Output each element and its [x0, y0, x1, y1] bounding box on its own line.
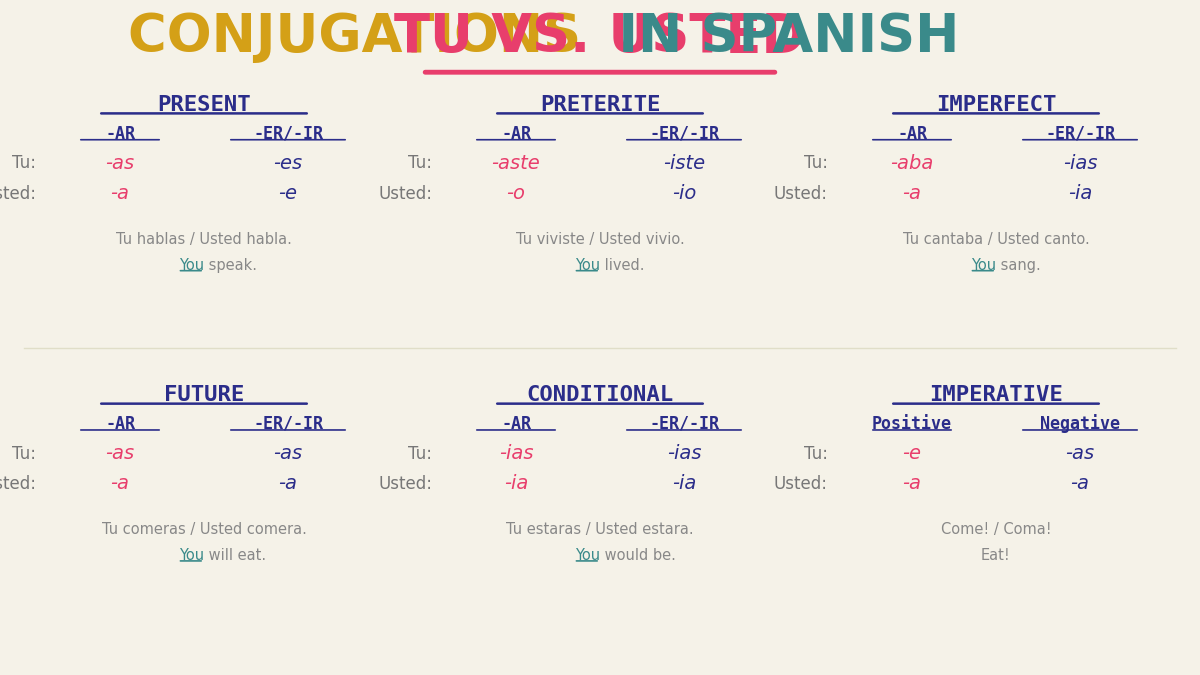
Text: will eat.: will eat. — [204, 548, 266, 563]
Text: Usted:: Usted: — [774, 185, 828, 202]
Text: -as: -as — [1066, 444, 1094, 463]
Text: -ias: -ias — [667, 444, 701, 463]
Text: -ias: -ias — [1063, 154, 1097, 173]
Text: -AR: -AR — [502, 125, 530, 142]
Text: -a: -a — [110, 184, 130, 203]
Text: Usted:: Usted: — [0, 475, 36, 493]
Text: -ER/-IR: -ER/-IR — [649, 415, 719, 433]
Text: Tu:: Tu: — [12, 445, 36, 462]
Text: You: You — [179, 258, 204, 273]
Text: You: You — [971, 258, 996, 273]
Text: PRESENT: PRESENT — [157, 95, 251, 115]
Text: -AR: -AR — [106, 125, 134, 142]
Text: -a: -a — [278, 475, 298, 493]
Text: -as: -as — [106, 154, 134, 173]
Text: You: You — [179, 548, 204, 563]
Text: -as: -as — [106, 444, 134, 463]
Text: Negative: Negative — [1040, 414, 1120, 433]
Text: -AR: -AR — [502, 415, 530, 433]
Text: -ER/-IR: -ER/-IR — [1045, 125, 1115, 142]
Text: FUTURE: FUTURE — [164, 385, 244, 405]
Text: Positive: Positive — [872, 415, 952, 433]
Text: -ia: -ia — [504, 475, 528, 493]
Text: -ia: -ia — [1068, 184, 1092, 203]
Text: -AR: -AR — [898, 125, 928, 142]
Text: Tu:: Tu: — [804, 445, 828, 462]
Text: Usted:: Usted: — [774, 475, 828, 493]
Text: -aste: -aste — [492, 154, 540, 173]
Text: Usted:: Usted: — [378, 185, 432, 202]
Text: Tu cantaba / Usted canto.: Tu cantaba / Usted canto. — [902, 232, 1090, 247]
Text: lived.: lived. — [600, 258, 644, 273]
Text: Tu comeras / Usted comera.: Tu comeras / Usted comera. — [102, 522, 306, 537]
Text: -o: -o — [506, 184, 526, 203]
Text: -a: -a — [902, 184, 922, 203]
Text: -as: -as — [274, 444, 302, 463]
Text: Tu:: Tu: — [408, 155, 432, 172]
Text: Tu:: Tu: — [12, 155, 36, 172]
Text: -ias: -ias — [499, 444, 533, 463]
Text: -AR: -AR — [106, 415, 134, 433]
Text: -iste: -iste — [662, 154, 706, 173]
Text: Usted:: Usted: — [378, 475, 432, 493]
Text: You: You — [575, 548, 600, 563]
Text: TU VS. USTED: TU VS. USTED — [395, 11, 805, 63]
Text: -ER/-IR: -ER/-IR — [253, 415, 323, 433]
Text: IMPERFECT: IMPERFECT — [936, 95, 1056, 115]
Text: Come! / Coma!: Come! / Coma! — [941, 522, 1051, 537]
Text: -ER/-IR: -ER/-IR — [253, 125, 323, 142]
Text: Eat!: Eat! — [982, 548, 1010, 563]
Text: -aba: -aba — [890, 154, 934, 173]
Text: -a: -a — [902, 475, 922, 493]
Text: -e: -e — [278, 184, 298, 203]
Text: speak.: speak. — [204, 258, 257, 273]
Text: Tu hablas / Usted habla.: Tu hablas / Usted habla. — [116, 232, 292, 247]
Text: -a: -a — [1070, 475, 1090, 493]
Text: -es: -es — [274, 154, 302, 173]
Text: You: You — [575, 258, 600, 273]
Text: Usted:: Usted: — [0, 185, 36, 202]
Text: CONJUGATIONS: CONJUGATIONS — [128, 11, 600, 63]
Text: -ia: -ia — [672, 475, 696, 493]
Text: PRETERITE: PRETERITE — [540, 95, 660, 115]
Text: -io: -io — [672, 184, 696, 203]
Text: Tu:: Tu: — [804, 155, 828, 172]
Text: sang.: sang. — [996, 258, 1040, 273]
Text: would be.: would be. — [600, 548, 676, 563]
Text: Tu estaras / Usted estara.: Tu estaras / Usted estara. — [506, 522, 694, 537]
Text: CONDITIONAL: CONDITIONAL — [527, 385, 673, 405]
Text: -ER/-IR: -ER/-IR — [649, 125, 719, 142]
Text: IN SPANISH: IN SPANISH — [600, 11, 959, 63]
Text: -a: -a — [110, 475, 130, 493]
Text: -e: -e — [902, 444, 922, 463]
Text: Tu viviste / Usted vivio.: Tu viviste / Usted vivio. — [516, 232, 684, 247]
Text: Tu:: Tu: — [408, 445, 432, 462]
Text: IMPERATIVE: IMPERATIVE — [929, 385, 1063, 405]
